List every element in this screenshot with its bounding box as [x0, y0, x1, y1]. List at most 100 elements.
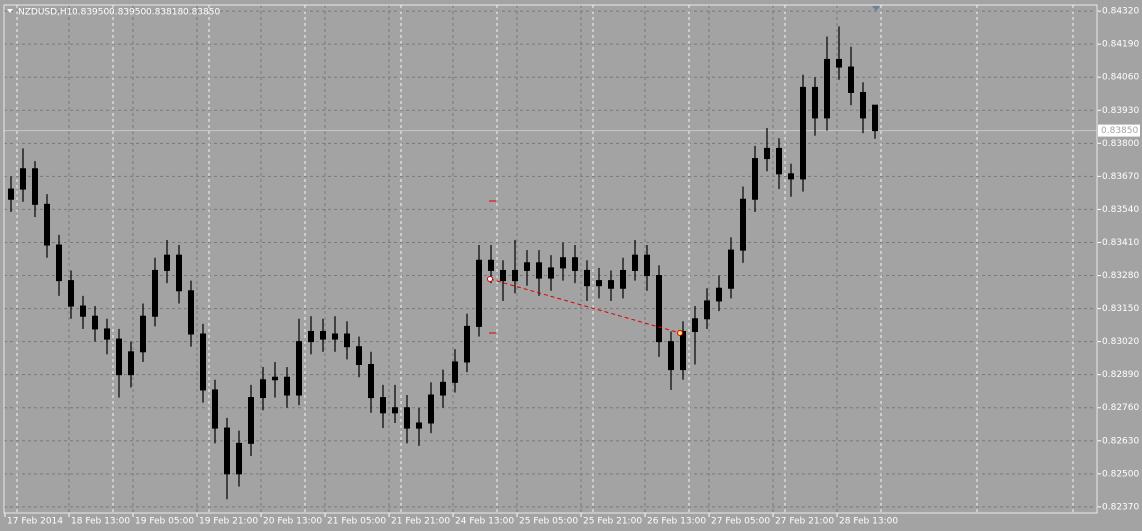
candle-body — [764, 147, 770, 160]
candle-body — [224, 427, 230, 475]
candle-body — [248, 397, 254, 444]
candle-body — [596, 280, 602, 287]
y-tick-label: 0.82370 — [1102, 502, 1139, 512]
header-price: 0.83950 — [109, 8, 146, 18]
trend-anchor — [487, 276, 493, 282]
candle-body — [392, 407, 398, 414]
x-tick-label: 25 Feb 05:00 — [519, 517, 578, 527]
candle-body — [284, 376, 290, 396]
y-tick-label: 0.83150 — [1102, 304, 1139, 314]
candle-body — [824, 58, 830, 119]
x-tick-label: 17 Feb 2014 — [7, 517, 63, 527]
candle-body — [428, 394, 434, 424]
x-tick-label: 26 Feb 13:00 — [647, 517, 706, 527]
candle-body — [740, 198, 746, 251]
x-tick-label: 21 Feb 21:00 — [391, 517, 450, 527]
candle-body — [308, 330, 314, 343]
candle-body — [704, 300, 710, 320]
candle-body — [260, 379, 266, 399]
header-price: 0.83818 — [146, 8, 183, 18]
candle-body — [212, 389, 218, 429]
y-tick-label: 0.83800 — [1102, 139, 1139, 149]
candle-body — [272, 376, 278, 381]
symbol: NZDUSD,H1 — [18, 8, 72, 18]
y-tick-label: 0.82630 — [1102, 436, 1139, 446]
x-tick-label: 28 Feb 13:00 — [839, 517, 898, 527]
header-prices: 0.83950 0.83950 0.83818 0.83850 — [72, 8, 220, 18]
candle-body — [488, 259, 494, 271]
candle-body — [716, 287, 722, 302]
trend-line — [489, 278, 681, 334]
candle-body — [188, 290, 194, 335]
candle-body — [752, 158, 758, 200]
candle-body — [380, 397, 386, 414]
header-price: 0.83950 — [72, 8, 109, 18]
x-tick-label: 18 Feb 13:00 — [71, 517, 130, 527]
candle-body — [56, 244, 62, 282]
candle-body — [236, 442, 242, 475]
candle-body — [680, 330, 686, 371]
current-price-box — [1098, 124, 1140, 137]
candle-body — [452, 361, 458, 383]
y-tick-label: 0.84190 — [1102, 40, 1139, 50]
candle-body — [296, 341, 302, 396]
candle-body — [656, 275, 662, 343]
y-tick-label: 0.83540 — [1102, 205, 1139, 215]
y-tick-label: 0.83930 — [1102, 106, 1139, 116]
candle-body — [44, 203, 50, 246]
y-tick-label: 0.84060 — [1102, 73, 1139, 83]
candle-body — [332, 333, 338, 340]
candle-body — [692, 318, 698, 332]
candle-body — [872, 104, 878, 132]
candle-body — [560, 257, 566, 269]
y-tick-label: 0.83410 — [1102, 238, 1139, 248]
candle-body — [608, 280, 614, 289]
candle-body — [572, 257, 578, 271]
candle-body — [416, 422, 422, 429]
candle-body — [728, 249, 734, 289]
candle-body — [512, 269, 518, 282]
candle-body — [440, 381, 446, 396]
header-price: 0.83850 — [183, 8, 220, 18]
candle-body — [68, 280, 74, 307]
candle-body — [500, 269, 506, 282]
candle-body — [836, 58, 842, 68]
menu-arrow — [7, 9, 13, 13]
x-tick-label: 27 Feb 05:00 — [711, 517, 770, 527]
candle-body — [860, 91, 866, 119]
candle-body — [812, 86, 818, 119]
candles — [8, 26, 878, 500]
candle-body — [788, 173, 794, 180]
candle-body — [80, 305, 86, 317]
candle-body — [800, 86, 806, 180]
plot-frame — [3, 4, 1098, 514]
candle-body — [536, 262, 542, 279]
candle-body — [632, 254, 638, 271]
candle-body — [176, 254, 182, 292]
candle-body — [776, 147, 782, 175]
candle-body — [92, 315, 98, 330]
y-tick-label: 0.83020 — [1102, 337, 1139, 347]
x-tick-label: 25 Feb 21:00 — [583, 517, 642, 527]
y-tick-label: 0.82500 — [1102, 469, 1139, 479]
candle-body — [320, 330, 326, 340]
candle-body — [344, 333, 350, 348]
y-tick-label: 0.84320 — [1102, 7, 1139, 17]
candle-body — [368, 364, 374, 399]
candle-body — [548, 267, 554, 279]
x-tick-label: 24 Feb 13:00 — [455, 517, 514, 527]
candle-body — [32, 168, 38, 205]
candle-body — [476, 259, 482, 327]
trend-anchor — [677, 330, 683, 336]
candle-body — [464, 325, 470, 363]
x-tick-label: 19 Feb 05:00 — [135, 517, 194, 527]
x-tick-label: 21 Feb 05:00 — [327, 517, 386, 527]
y-tick-label: 0.83670 — [1102, 172, 1139, 182]
candle-body — [848, 66, 854, 93]
candle-body — [200, 333, 206, 391]
y-tick-label: 0.83280 — [1102, 271, 1139, 281]
candle-body — [668, 341, 674, 371]
candle-body — [644, 254, 650, 277]
